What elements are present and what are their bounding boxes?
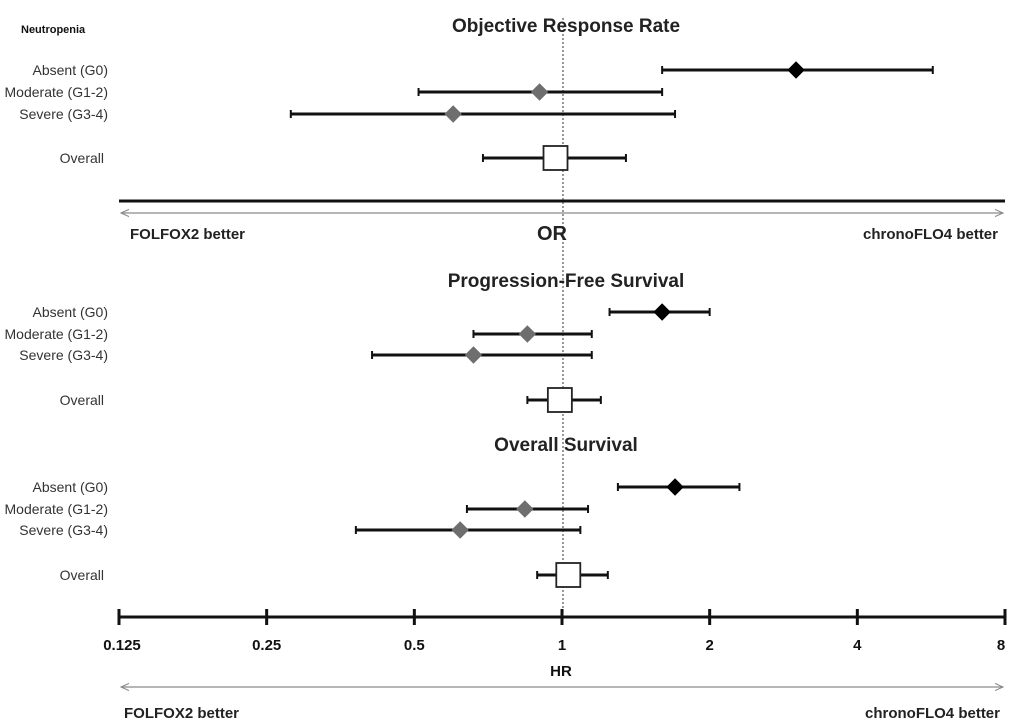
panel-title-pfs: Progression-Free Survival	[448, 271, 685, 292]
panel-title-os: Overall Survival	[494, 435, 638, 456]
hr-tick-label: 4	[853, 637, 862, 654]
orr-row-label: Severe (G3-4)	[19, 106, 108, 122]
pfs-row-3: Overall	[60, 387, 602, 413]
os-row-label: Overall	[60, 567, 104, 583]
os-estimate-diamond	[666, 478, 684, 496]
orr-row-label: Absent (G0)	[33, 62, 108, 78]
os-estimate-diamond	[451, 521, 469, 539]
os-row-1: Moderate (G1-2)	[5, 500, 590, 518]
os-row-label: Moderate (G1-2)	[5, 501, 108, 517]
hr-axis-ticks: 0.125 0.25 0.5 1 2 4 8	[103, 609, 1007, 654]
hr-favors-left: FOLFOX2 better	[124, 705, 239, 722]
pfs-row-0: Absent (G0)	[33, 303, 711, 321]
orr-estimate-diamond	[530, 83, 549, 101]
os-row-0: Absent (G0)	[33, 478, 741, 496]
orr-row-label: Overall	[60, 150, 104, 166]
pfs-row-label: Moderate (G1-2)	[5, 326, 108, 342]
hr-tick-label: 0.5	[404, 637, 425, 654]
pfs-row-1: Moderate (G1-2)	[5, 325, 593, 343]
pfs-estimate-diamond	[653, 303, 671, 321]
orr-overall-square	[542, 145, 569, 171]
os-row-label: Severe (G3-4)	[19, 522, 108, 538]
forest-rows: Absent (G0) Moderate (G1-2) Severe (G3-4) O…	[5, 61, 934, 588]
hr-tick-label: 1	[558, 637, 566, 654]
pfs-overall-square	[546, 387, 573, 413]
orr-row-3: Overall	[60, 145, 627, 171]
pfs-estimate-diamond	[464, 346, 483, 364]
pfs-row-label: Overall	[60, 392, 104, 408]
os-row-label: Absent (G0)	[33, 479, 108, 495]
orr-estimate-diamond	[444, 105, 462, 123]
os-estimate-diamond	[516, 500, 534, 518]
pfs-estimate-diamond	[518, 325, 537, 343]
orr-row-1: Moderate (G1-2)	[5, 83, 664, 101]
orr-row-label: Moderate (G1-2)	[5, 84, 108, 100]
hr-axis-label: HR	[550, 663, 572, 680]
hr-tick-label: 8	[997, 637, 1005, 654]
orr-measure-label: OR	[537, 223, 568, 245]
orr-favors-left: FOLFOX2 better	[130, 226, 245, 243]
orr-favors-right: chronoFLO4 better	[863, 226, 998, 243]
os-overall-square	[555, 562, 582, 588]
hr-tick-label: 0.25	[252, 637, 281, 654]
os-row-2: Severe (G3-4)	[19, 521, 582, 539]
panel-title-orr: Objective Response Rate	[452, 16, 680, 37]
os-row-3: Overall	[60, 562, 609, 588]
hr-tick-label: 2	[705, 637, 713, 654]
orr-estimate-diamond	[787, 61, 805, 79]
hr-favors-right: chronoFLO4 better	[865, 705, 1000, 722]
grouping-label: Neutropenia	[21, 24, 86, 36]
pfs-row-label: Severe (G3-4)	[19, 347, 108, 363]
orr-row-0: Absent (G0)	[33, 61, 934, 79]
orr-row-2: Severe (G3-4)	[19, 105, 677, 123]
hr-tick-label: 0.125	[103, 637, 141, 654]
pfs-row-label: Absent (G0)	[33, 304, 108, 320]
pfs-row-2: Severe (G3-4)	[19, 346, 593, 364]
